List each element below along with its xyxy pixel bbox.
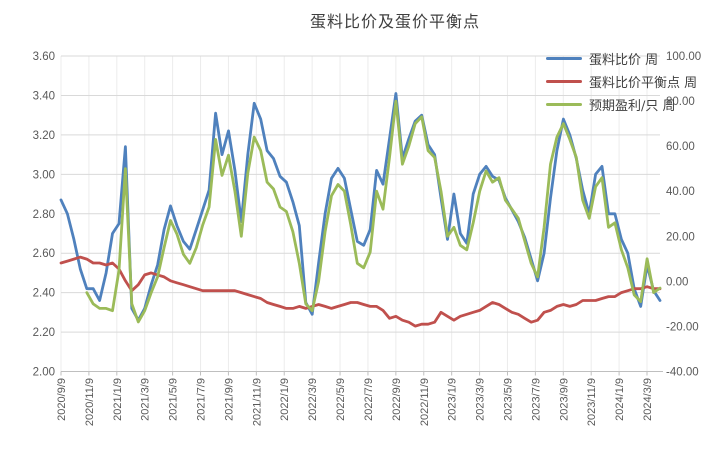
svg-text:2023/7/9: 2023/7/9	[530, 378, 542, 421]
svg-text:3.00: 3.00	[33, 169, 55, 181]
svg-text:2021/3/9: 2021/3/9	[140, 378, 152, 421]
svg-text:2021/9/9: 2021/9/9	[223, 378, 235, 421]
chart-title: 蛋料比价及蛋价平衡点	[309, 12, 480, 31]
svg-text:2020/11/9: 2020/11/9	[84, 378, 96, 426]
svg-text:3.40: 3.40	[33, 90, 55, 102]
svg-text:60.00: 60.00	[666, 141, 695, 153]
svg-text:2023/11/9: 2023/11/9	[586, 378, 598, 426]
svg-text:2022/11/9: 2022/11/9	[419, 378, 431, 426]
svg-text:2024/1/9: 2024/1/9	[614, 378, 626, 421]
svg-text:2023/5/9: 2023/5/9	[502, 378, 514, 421]
svg-text:2022/7/9: 2022/7/9	[363, 378, 375, 421]
svg-text:2.40: 2.40	[33, 288, 55, 300]
legend-item-ratio: 蛋料比价 周	[546, 47, 697, 70]
svg-text:2021/1/9: 2021/1/9	[112, 378, 124, 421]
svg-text:2.80: 2.80	[33, 209, 55, 221]
svg-text:40.00: 40.00	[666, 186, 695, 198]
legend-line-swatch	[546, 103, 582, 106]
svg-text:2021/11/9: 2021/11/9	[251, 378, 263, 426]
legend-item-label: 预期盈利/只 周	[589, 99, 676, 114]
svg-text:2022/9/9: 2022/9/9	[391, 378, 403, 421]
svg-text:2023/3/9: 2023/3/9	[475, 378, 487, 421]
series-line-ratio	[59, 92, 662, 322]
left-axis-labels: 3.60 3.40 3.20 3.00 2.80 2.60 2.40 2.20 2.00	[33, 51, 55, 379]
svg-text:2.60: 2.60	[33, 248, 55, 260]
svg-text:-40.00: -40.00	[666, 367, 699, 379]
legend-item-profit: 预期盈利/只 周	[546, 93, 697, 116]
legend-line-swatch	[546, 57, 582, 60]
svg-text:2.00: 2.00	[33, 367, 55, 379]
legend-item-label: 蛋料比价平衡点 周	[589, 76, 698, 91]
svg-text:2024/3/9: 2024/3/9	[642, 378, 654, 421]
right-axis-labels: 100.00 80.00 60.00 40.00 20.00 0.00 -20.00 -40.…	[666, 51, 701, 379]
svg-text:2023/1/9: 2023/1/9	[447, 378, 459, 421]
svg-text:3.60: 3.60	[33, 51, 55, 63]
svg-text:20.00: 20.00	[666, 231, 695, 243]
svg-text:-20.00: -20.00	[666, 321, 699, 333]
svg-text:2.20: 2.20	[33, 327, 55, 339]
series-line-profit	[85, 99, 662, 324]
legend-item-label: 蛋料比价 周	[589, 53, 659, 68]
svg-text:100.00: 100.00	[666, 51, 701, 63]
legend-line-swatch	[546, 80, 582, 83]
series-line-breakeven	[59, 255, 662, 328]
svg-text:2022/5/9: 2022/5/9	[335, 378, 347, 421]
svg-text:2021/7/9: 2021/7/9	[196, 378, 208, 421]
svg-text:2022/3/9: 2022/3/9	[307, 378, 319, 421]
svg-text:2022/1/9: 2022/1/9	[279, 378, 291, 421]
legend: 蛋料比价 周 蛋料比价平衡点 周 预期盈利/只 周	[546, 47, 697, 116]
x-axis	[60, 371, 663, 376]
svg-text:80.00: 80.00	[666, 96, 695, 108]
legend-item-breakeven: 蛋料比价平衡点 周	[546, 70, 697, 93]
svg-text:2023/9/9: 2023/9/9	[558, 378, 570, 421]
svg-text:2020/9/9: 2020/9/9	[56, 378, 68, 421]
svg-text:3.20: 3.20	[33, 130, 55, 142]
x-axis-labels: 2020/9/9 2020/11/9 2021/1/9 2021/3/9 2021/5/…	[56, 378, 654, 426]
svg-text:2021/5/9: 2021/5/9	[168, 378, 180, 421]
svg-text:0.00: 0.00	[666, 276, 688, 288]
